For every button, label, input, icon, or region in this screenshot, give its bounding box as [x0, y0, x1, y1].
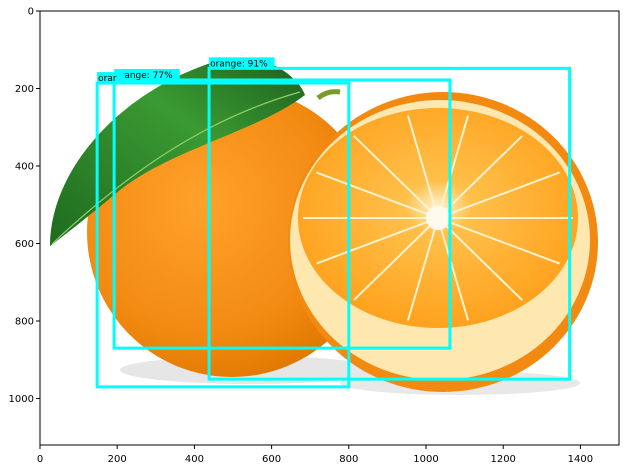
segment-line: [353, 217, 439, 301]
y-tick-label: 1000: [9, 394, 34, 405]
y-tick-label: 400: [15, 162, 34, 173]
detection-label-bg: [97, 72, 124, 84]
segment-line: [353, 135, 439, 219]
segment-line: [437, 217, 523, 301]
segment-line: [437, 135, 523, 219]
detection-label-bg: [114, 68, 180, 80]
x-tick-label: 400: [185, 454, 204, 465]
y-tick-label: 0: [28, 7, 34, 18]
segment-line: [316, 217, 439, 265]
segment-line: [407, 115, 439, 219]
x-tick-label: 600: [262, 454, 281, 465]
x-tick-label: 1400: [568, 454, 593, 465]
orange-core: [426, 206, 450, 230]
detection-boxes: orange: 91% orange: 77%orar: [95, 57, 572, 389]
leaf-vein: [51, 91, 301, 245]
segment-lines: [303, 115, 573, 321]
y-tick-label: 600: [15, 239, 34, 250]
detection-label-bg: [209, 57, 275, 69]
detection-label: orar: [98, 74, 117, 84]
leaf: [50, 58, 305, 247]
detection-box: [95, 81, 351, 389]
detection-box: [112, 78, 452, 350]
photo: [50, 58, 598, 395]
x-tick-label: 200: [108, 454, 127, 465]
stem: [316, 89, 341, 101]
x-axis: 0 200 400 600 800 1000 1200 1400: [37, 445, 593, 465]
detection-box: [207, 66, 572, 381]
segment-line: [316, 171, 439, 219]
detection-label: orange: 91%: [210, 59, 268, 69]
segment-line: [437, 115, 469, 219]
x-tick-label: 0: [37, 454, 43, 465]
segment-line: [437, 217, 469, 321]
segment-line: [437, 171, 560, 219]
segment-line: [437, 217, 560, 265]
x-tick-label: 1200: [490, 454, 515, 465]
segment-line: [407, 217, 439, 321]
y-tick-label: 800: [15, 317, 34, 328]
detection-label: orange: 77%: [115, 71, 173, 81]
x-tick-label: 1000: [413, 454, 438, 465]
y-tick-label: 200: [15, 84, 34, 95]
axes-frame: [39, 10, 620, 446]
y-axis: 0 200 400 600 800 1000: [9, 7, 40, 405]
x-tick-label: 800: [339, 454, 358, 465]
